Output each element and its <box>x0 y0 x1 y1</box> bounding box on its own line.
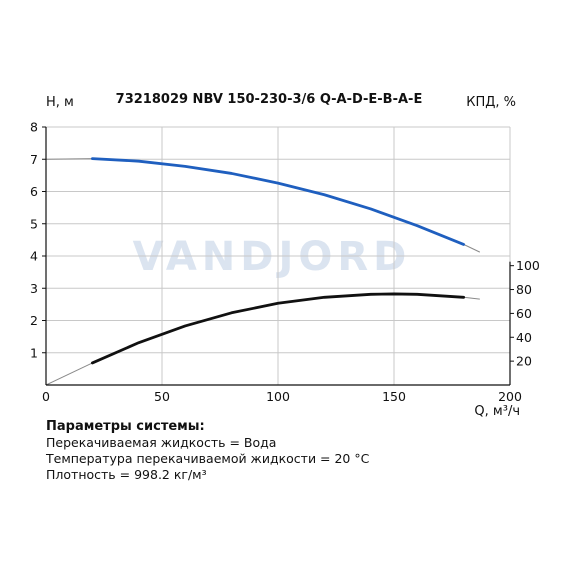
y-left-tick-label-0: 1 <box>30 345 38 360</box>
y-right-tick-label-4: 100 <box>516 258 540 273</box>
y-right-tick-label-0: 20 <box>516 354 532 369</box>
y-left-tick-label-2: 3 <box>30 281 38 296</box>
y-left-tick-label-7: 8 <box>30 120 38 135</box>
chart-title: 73218029 NBV 150-230-3/6 Q-A-D-E-B-A-E <box>116 92 423 107</box>
grid <box>45 126 511 386</box>
y-left-tick-label-3: 4 <box>30 249 38 264</box>
system-parameters: Параметры системы: Перекачиваемая жидкос… <box>46 419 369 483</box>
y-right-tick-label-1: 40 <box>516 330 532 345</box>
y-right-tick-label-3: 80 <box>516 282 532 297</box>
y-right-tick-label-2: 60 <box>516 306 532 321</box>
y-left-tick-label-6: 7 <box>30 152 38 167</box>
parameter-temperature: Температура перекачиваемой жидкости = 20… <box>46 451 370 466</box>
series-0-line <box>91 157 466 246</box>
parameter-liquid: Перекачиваемая жидкость = Вода <box>46 435 277 450</box>
y-left-tick-label-4: 5 <box>30 216 38 231</box>
x-tick-label-3: 150 <box>382 389 406 404</box>
y-axis-left-label: H, м <box>46 95 74 110</box>
series-1-line <box>91 292 466 365</box>
watermark-text: VANDJORD <box>133 234 412 280</box>
x-tick-label-1: 50 <box>154 389 170 404</box>
x-axis-label: Q, м³/ч <box>474 404 520 419</box>
y-left-tick-label-5: 6 <box>30 184 38 199</box>
y-axis-right-label: КПД, % <box>466 95 516 110</box>
curves <box>45 157 481 386</box>
x-tick-label-2: 100 <box>266 389 290 404</box>
x-tick-label-0: 0 <box>42 389 50 404</box>
y-left-tick-label-1: 2 <box>30 313 38 328</box>
labels: 0 50 100 150 200 1 2 3 4 5 6 7 8 20 40 60 80 100 73218029 … <box>30 92 540 419</box>
watermark: VANDJORD <box>133 234 412 280</box>
x-tick-label-4: 200 <box>498 389 522 404</box>
parameters-heading: Параметры системы: <box>46 419 205 434</box>
axes <box>42 126 514 386</box>
parameter-density: Плотность = 998.2 кг/м³ <box>46 467 207 482</box>
